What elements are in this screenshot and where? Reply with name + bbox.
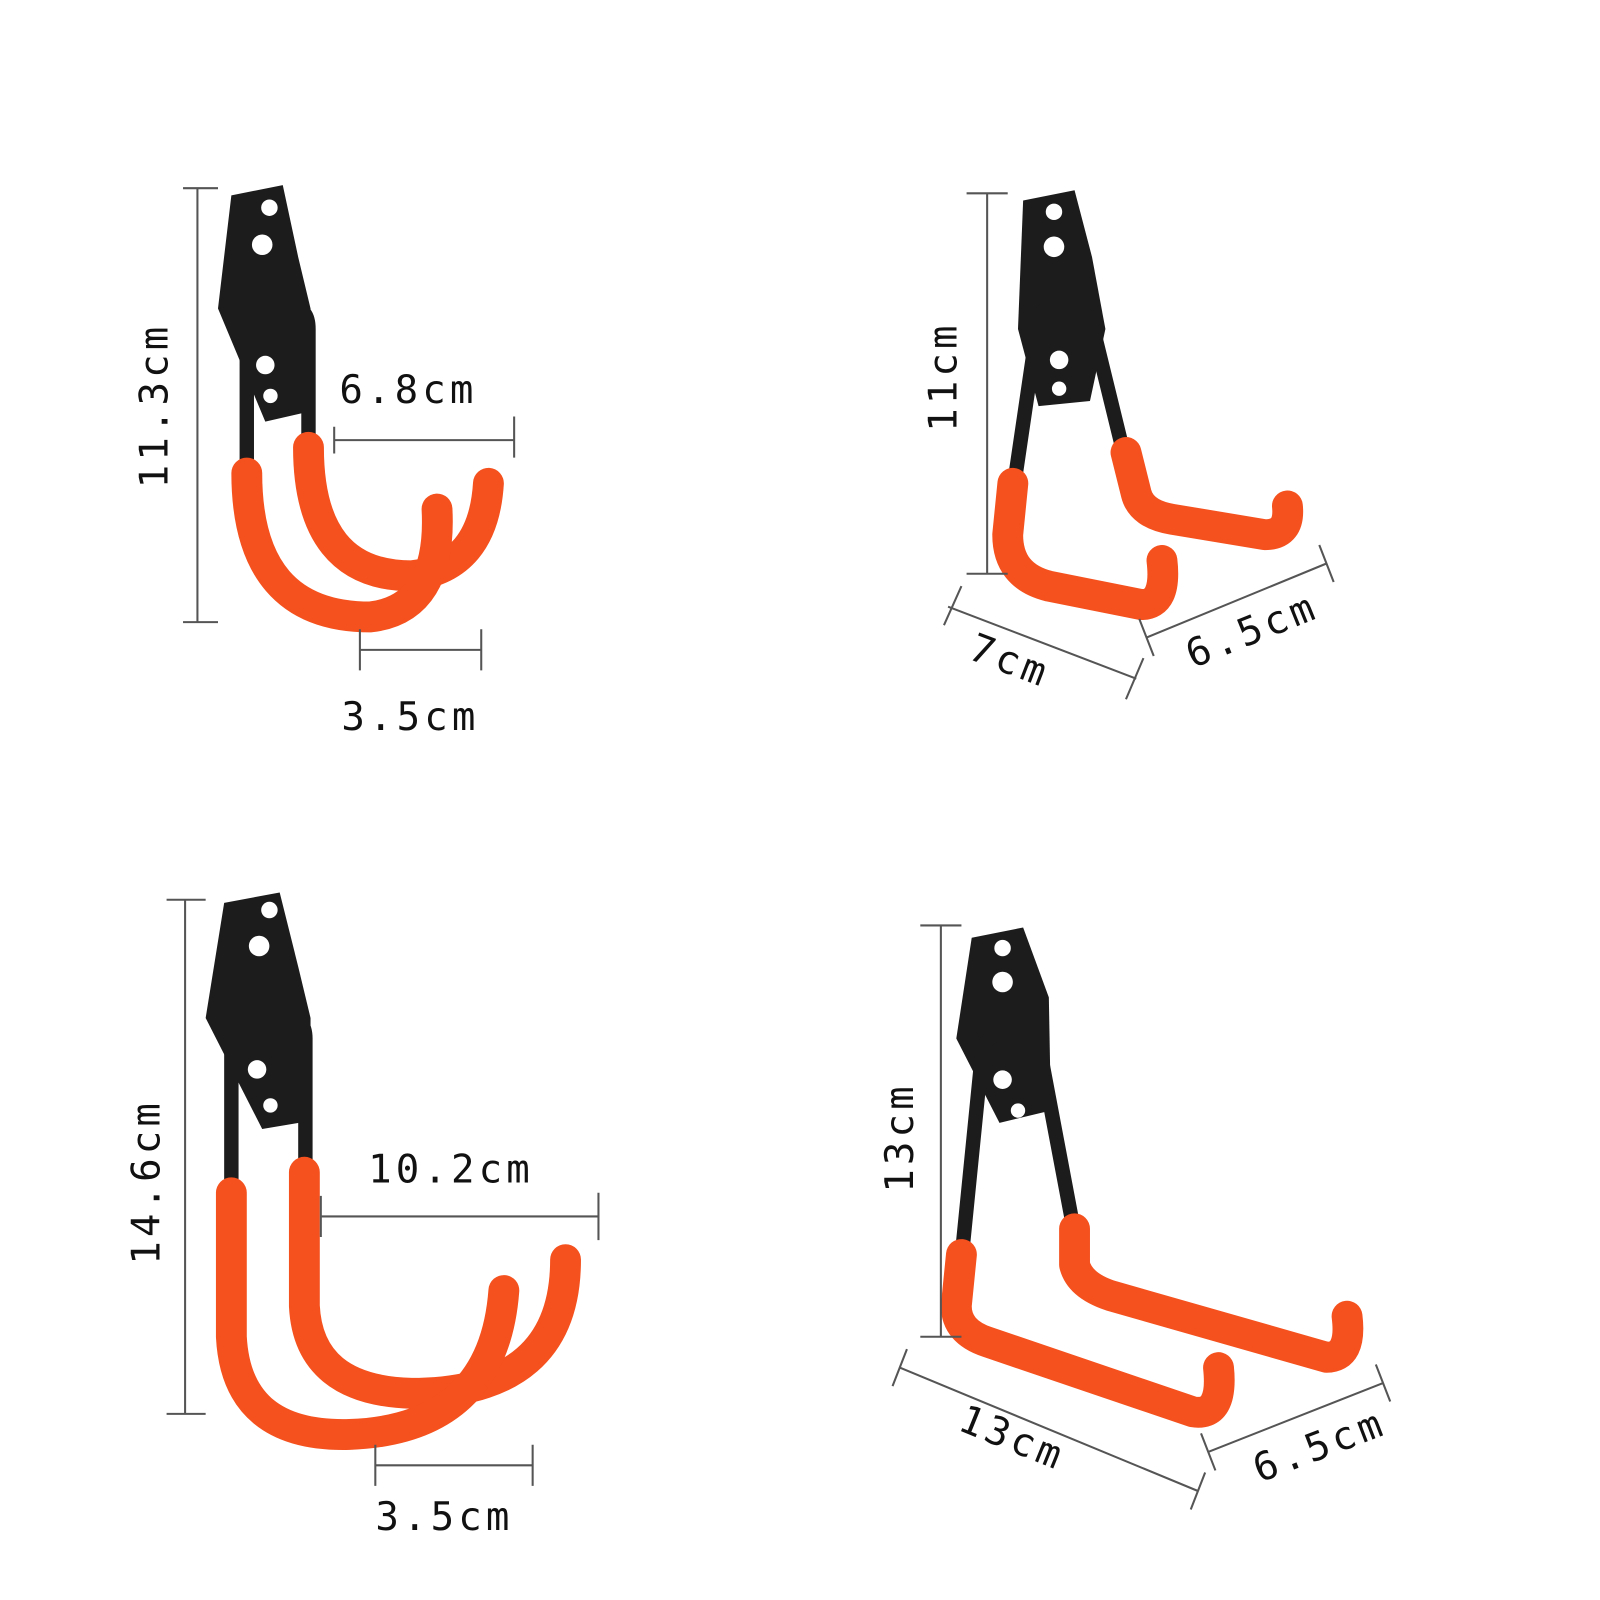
coated-arm-back	[1110, 437, 1304, 551]
screw-hole	[248, 935, 270, 957]
wire-arm	[1005, 296, 1134, 501]
hook-3: 14.6cm 10.2cm 3.5cm	[124, 892, 600, 1540]
gap-label: 3.5cm	[375, 1495, 513, 1540]
height-label: 13cm	[878, 1082, 923, 1193]
width-dimension-line	[1138, 544, 1335, 657]
wire-arm	[954, 1026, 1082, 1267]
hook-1: 11.3cm 6.8cm 3.5cm	[133, 185, 516, 740]
width-label: 6.5cm	[1247, 1401, 1392, 1493]
width-label: 6.5cm	[1180, 584, 1325, 677]
depth-dimension-line	[333, 416, 516, 458]
height-dimension-line	[966, 192, 1008, 575]
screw-hole	[1051, 381, 1067, 396]
screw-hole	[263, 388, 278, 404]
screw-hole	[261, 199, 278, 216]
screw-hole	[1010, 1103, 1026, 1118]
gap-dimension-line	[374, 1444, 534, 1486]
screw-hole	[247, 1060, 267, 1079]
height-dimension-line	[183, 187, 218, 624]
wire-arm	[239, 301, 316, 491]
depth-dimension-line	[943, 585, 1145, 700]
depth-dimension-line	[891, 1348, 1207, 1510]
coated-arm-front	[940, 1239, 1235, 1428]
mounting-plate	[205, 892, 311, 1130]
height-label: 11.3cm	[133, 323, 178, 489]
coated-arm-front	[215, 1177, 520, 1450]
coated-arm-back	[293, 431, 504, 592]
height-dimension-line	[920, 924, 962, 1338]
screw-hole	[992, 971, 1013, 993]
depth-label: 10.2cm	[368, 1148, 534, 1193]
gap-label: 3.5cm	[341, 695, 479, 740]
screw-hole	[994, 939, 1011, 957]
height-dimension-line	[166, 898, 206, 1415]
screw-hole	[251, 234, 273, 256]
depth-label: 7cm	[963, 625, 1057, 697]
hook-4: 13cm 13cm 6.5cm	[878, 924, 1392, 1510]
coated-arm-front	[231, 457, 453, 633]
gap-dimension-line	[358, 629, 483, 671]
screw-hole	[263, 1098, 278, 1113]
screw-hole	[256, 355, 275, 375]
screw-hole	[261, 901, 278, 919]
depth-label: 6.8cm	[339, 368, 477, 413]
depth-label: 13cm	[953, 1397, 1072, 1480]
hook-2: 11cm 7cm 6.5cm	[921, 190, 1335, 700]
coated-arm-back	[1059, 1213, 1364, 1373]
height-label: 11cm	[921, 321, 966, 432]
wire-arm	[224, 1010, 313, 1206]
coated-arm-front	[992, 467, 1179, 621]
coated-arm-back	[288, 1156, 581, 1409]
width-dimension-line	[1200, 1364, 1392, 1471]
mounting-plate	[956, 927, 1051, 1123]
depth-dimension-line	[319, 1192, 600, 1241]
screw-hole	[993, 1070, 1012, 1089]
screw-hole	[1043, 236, 1065, 258]
screw-hole	[1049, 350, 1069, 370]
height-label: 14.6cm	[124, 1099, 169, 1265]
screw-hole	[1045, 203, 1063, 221]
